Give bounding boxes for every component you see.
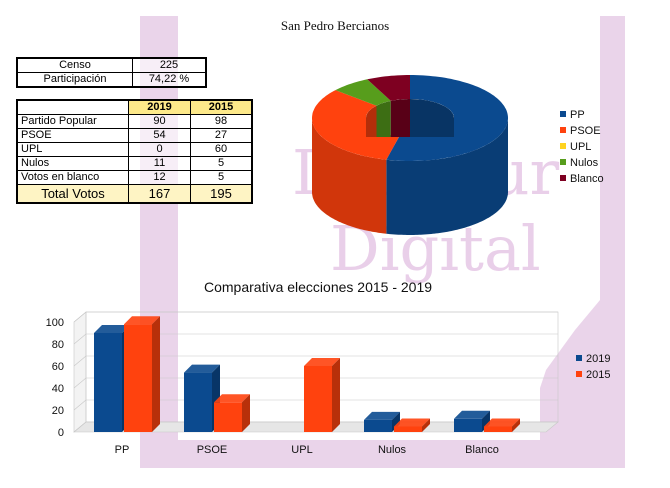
header-2019: 2019 — [128, 99, 191, 115]
legend-label-2019: 2019 — [586, 353, 610, 365]
row-label: Votos en blanco — [16, 170, 129, 185]
results-row-pp: Partido Popular 90 98 — [16, 114, 253, 129]
header-2015: 2015 — [190, 99, 253, 115]
row-2019: 12 — [128, 170, 191, 185]
bar-2019-nulos — [364, 411, 400, 432]
donut-wall-pp — [386, 118, 508, 235]
legend-swatch-upl — [560, 143, 566, 149]
bar-2015-blanco — [484, 418, 520, 432]
legend-label-blanco: Blanco — [570, 173, 604, 185]
donut-sides — [312, 118, 508, 235]
page-title: San Pedro Bercianos — [280, 18, 390, 33]
bar-side-wall — [73, 311, 87, 433]
y-tick-label: 80 — [52, 339, 64, 351]
bar-chart: 0 20 40 60 80 100 PP PSOE UPL Nulos Blanco — [46, 311, 559, 456]
donut-legend: PP PSOE UPL Nulos Blanco — [560, 109, 604, 185]
legend-label-nulos: Nulos — [570, 157, 599, 169]
grid-line-side — [73, 399, 87, 411]
y-tick-label: 60 — [52, 361, 64, 373]
legend-label-2015: 2015 — [586, 369, 610, 381]
results-row-nulos: Nulos 11 5 — [16, 156, 253, 171]
participation-row: Participación 74,22 % — [16, 72, 207, 88]
participation-value: 74,22 % — [132, 72, 207, 88]
y-tick-label: 0 — [58, 427, 64, 439]
grid-line-side — [73, 377, 87, 389]
legend-swatch-nulos — [560, 159, 566, 165]
x-tick-label-nulos: Nulos — [378, 444, 407, 456]
grid-line-side — [73, 333, 87, 345]
results-row-blanco: Votos en blanco 12 5 — [16, 170, 253, 185]
grid-line-side — [73, 421, 87, 433]
bar-2019-blanco — [454, 410, 490, 432]
bar-2015-upl — [304, 358, 340, 432]
x-tick-label-blanco: Blanco — [465, 444, 499, 456]
row-2015: 5 — [190, 170, 253, 185]
bar-2015-pp — [124, 316, 160, 432]
bar-2019-psoe — [184, 364, 220, 432]
bar-chart-title: Comparativa elecciones 2015 - 2019 — [204, 279, 432, 295]
legend-swatch-psoe — [560, 127, 566, 133]
bar-2015-psoe — [214, 394, 250, 432]
x-tick-label-upl: UPL — [291, 444, 312, 456]
bar-legend: 2019 2015 — [576, 353, 610, 381]
x-tick-label-pp: PP — [115, 444, 130, 456]
census-table: Censo 225 Participación 74,22 % — [16, 57, 207, 88]
legend-label-psoe: PSOE — [570, 125, 601, 137]
total-2019: 167 — [128, 184, 191, 204]
row-2015: 60 — [190, 142, 253, 157]
donut-slice-pp — [386, 75, 508, 161]
donut-wall-psoe — [312, 118, 387, 234]
y-tick-label: 100 — [46, 317, 64, 329]
donut-inner-wall — [366, 105, 377, 137]
results-table: 2019 2015 Partido Popular 90 98 PSOE 54 … — [16, 99, 253, 204]
donut-slice-nulos — [335, 79, 391, 106]
bar-2015-nulos — [394, 418, 430, 432]
legend-swatch-2019 — [576, 355, 582, 361]
donut-hole — [366, 99, 454, 137]
donut-inner-wall — [390, 99, 410, 137]
legend-label-upl: UPL — [570, 141, 591, 153]
x-tick-label-psoe: PSOE — [197, 444, 228, 456]
donut-chart — [312, 75, 508, 235]
total-2015: 195 — [190, 184, 253, 204]
watermark-letter-shape — [140, 16, 625, 468]
y-tick-label: 40 — [52, 383, 64, 395]
donut-slice-psoe — [312, 90, 400, 160]
donut-inner-wall — [376, 100, 391, 137]
results-row-upl: UPL 0 60 — [16, 142, 253, 157]
grid-line-side — [73, 311, 87, 323]
results-total-row: Total Votos 167 195 — [16, 184, 253, 204]
donut-tops — [312, 75, 508, 161]
donut-slice-blanco — [367, 75, 410, 101]
row-label: PSOE — [16, 128, 129, 143]
legend-swatch-2015 — [576, 371, 582, 377]
participation-label: Participación — [16, 72, 133, 88]
donut-inner-wall — [410, 99, 454, 137]
legend-swatch-blanco — [560, 175, 566, 181]
grid-line-side — [73, 355, 87, 367]
census-value: 225 — [132, 57, 207, 73]
legend-swatch-pp — [560, 111, 566, 117]
legend-label-pp: PP — [570, 109, 585, 121]
y-tick-label: 20 — [52, 405, 64, 417]
